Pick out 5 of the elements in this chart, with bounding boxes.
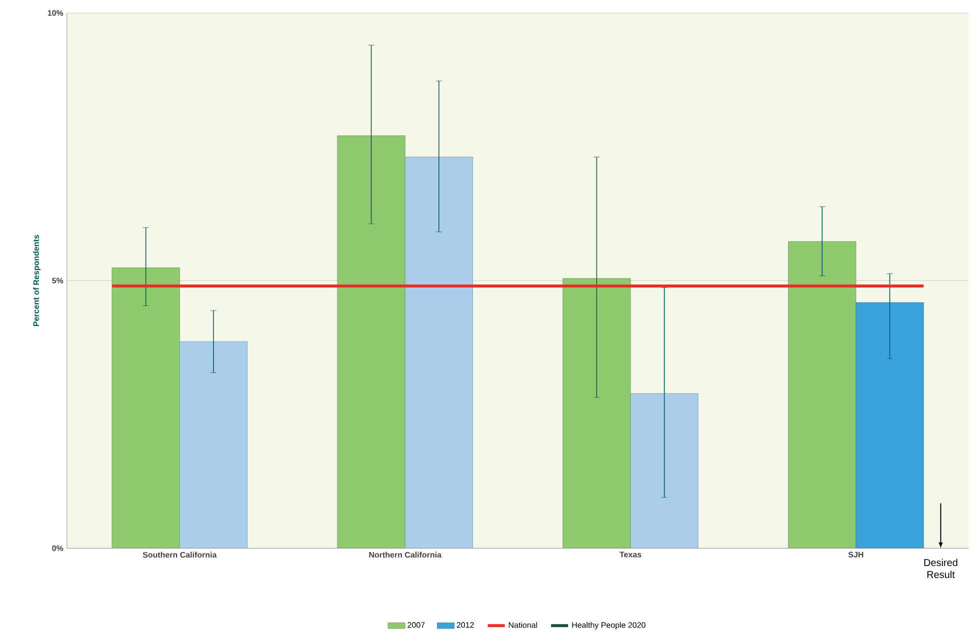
- bar: [179, 341, 248, 548]
- text: Desired Result: [924, 558, 958, 578]
- bar: [856, 302, 924, 548]
- bar: [562, 278, 631, 548]
- bar: [337, 135, 406, 548]
